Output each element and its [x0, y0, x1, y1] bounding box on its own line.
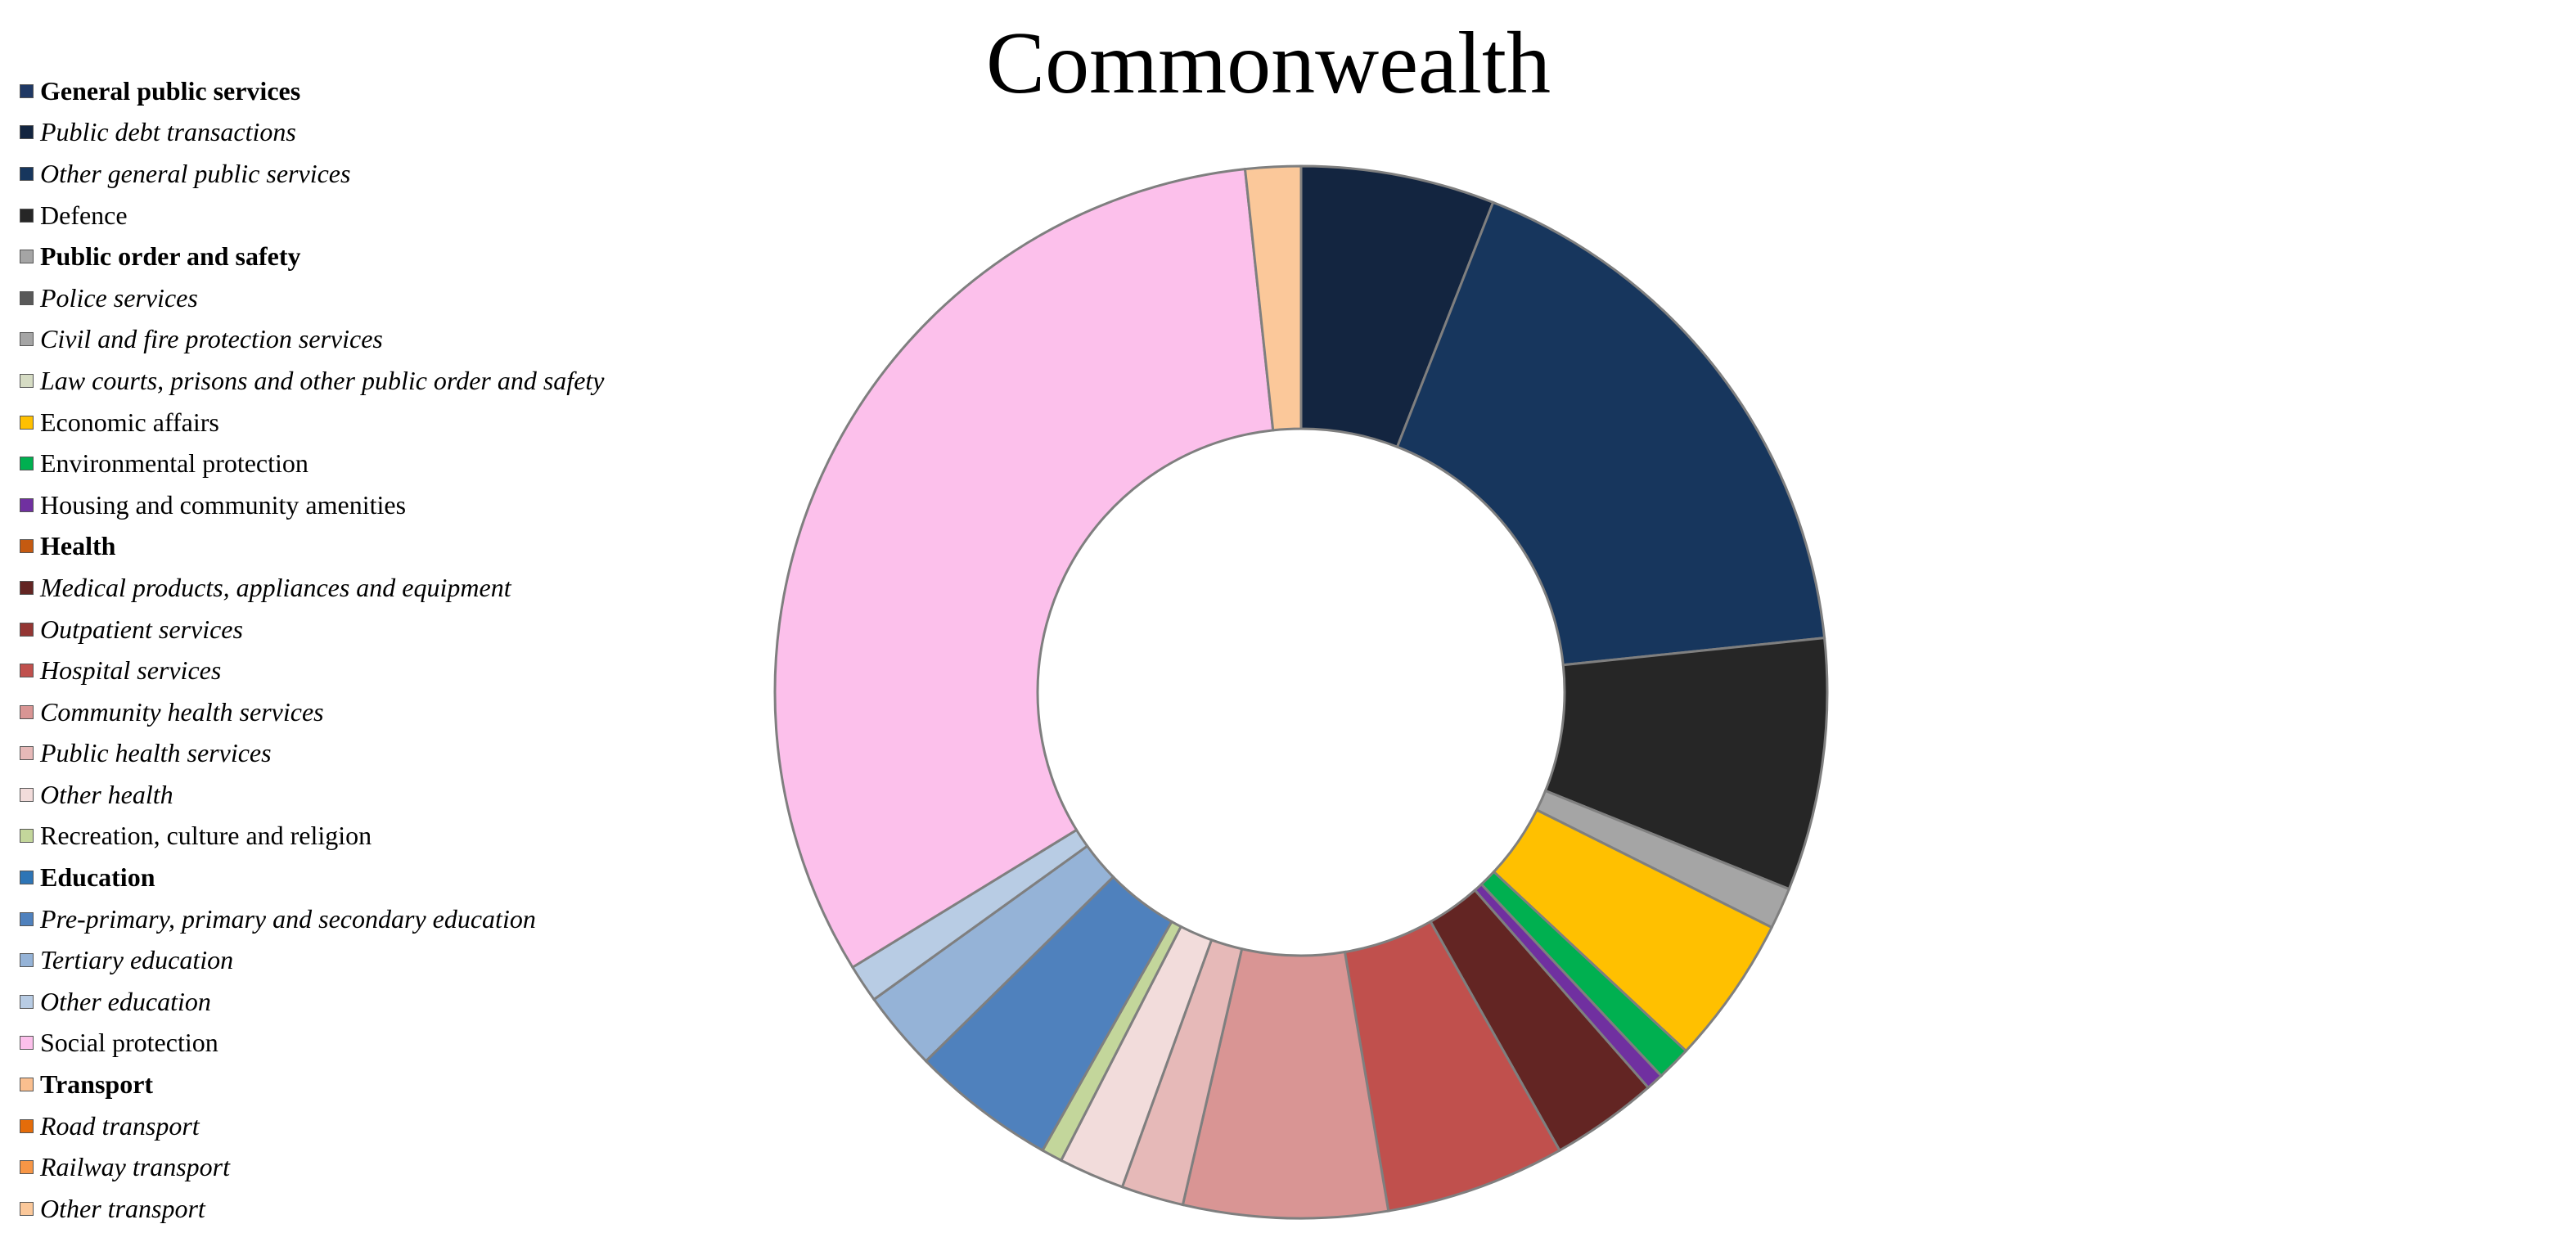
legend-swatch: [20, 871, 34, 885]
legend-item: Other general public services: [20, 153, 756, 195]
legend-swatch: [20, 1160, 34, 1175]
legend-swatch: [20, 290, 34, 305]
legend-item: Public order and safety: [20, 236, 756, 277]
legend-swatch: [20, 829, 34, 844]
legend-swatch: [20, 1201, 34, 1216]
legend-swatch: [20, 911, 34, 926]
legend-label: Environmental protection: [40, 448, 308, 479]
legend-label: Defence: [40, 200, 128, 230]
legend-label: Public health services: [40, 738, 272, 768]
legend-swatch: [20, 166, 34, 181]
legend-swatch: [20, 332, 34, 347]
legend-swatch: [20, 704, 34, 719]
legend-item: Outpatient services: [20, 609, 756, 650]
legend-item: Other transport: [20, 1188, 756, 1230]
legend-swatch: [20, 125, 34, 140]
legend-label: Other general public services: [40, 158, 351, 188]
legend-item: Education: [20, 857, 756, 898]
legend-swatch: [20, 746, 34, 761]
legend-label: Railway transport: [40, 1152, 231, 1182]
chart-title: Commonwealth: [986, 15, 1551, 112]
legend-label: Pre-primary, primary and secondary educa…: [40, 903, 536, 934]
legend-label: Health: [40, 531, 116, 561]
legend-label: Economic affairs: [40, 407, 219, 437]
legend-label: Civil and fire protection services: [40, 324, 383, 354]
legend-swatch: [20, 83, 34, 98]
legend-label: Other education: [40, 986, 211, 1016]
legend-item: Police services: [20, 277, 756, 319]
legend-swatch: [20, 994, 34, 1009]
legend-label: Medical products, appliances and equipme…: [40, 572, 511, 602]
legend-item: Health: [20, 526, 756, 568]
legend-label: Police services: [40, 282, 198, 313]
legend-label: General public services: [40, 75, 301, 106]
legend-label: Social protection: [40, 1028, 218, 1058]
legend-label: Road transport: [40, 1110, 200, 1141]
legend-label: Law courts, prisons and other public ord…: [40, 365, 605, 395]
legend-item: Road transport: [20, 1105, 756, 1147]
legend-label: Housing and community amenities: [40, 489, 407, 520]
legend-item: Housing and community amenities: [20, 484, 756, 526]
legend-label: Public order and safety: [40, 241, 301, 272]
legend-swatch: [20, 664, 34, 678]
legend-item: Public debt transactions: [20, 112, 756, 154]
legend-item: Transport: [20, 1064, 756, 1105]
legend-swatch: [20, 497, 34, 512]
legend-label: Tertiary education: [40, 945, 234, 975]
legend-swatch: [20, 250, 34, 264]
legend-swatch: [20, 373, 34, 388]
legend-swatch: [20, 787, 34, 802]
legend-item: Public health services: [20, 733, 756, 775]
legend-swatch: [20, 539, 34, 554]
legend-swatch: [20, 1078, 34, 1092]
legend-label: Other transport: [40, 1193, 205, 1223]
legend-swatch: [20, 953, 34, 968]
legend-label: Public debt transactions: [40, 117, 296, 147]
legend-label: Transport: [40, 1069, 154, 1100]
legend-item: Tertiary education: [20, 939, 756, 981]
legend-swatch: [20, 457, 34, 471]
legend-item: Defence: [20, 195, 756, 236]
donut-slice: [1243, 164, 1303, 432]
legend-label: Other health: [40, 779, 173, 809]
legend-swatch: [20, 1036, 34, 1051]
legend-item: Other health: [20, 774, 756, 816]
legend-item: Recreation, culture and religion: [20, 816, 756, 857]
legend-label: Recreation, culture and religion: [40, 821, 372, 851]
legend-item: Civil and fire protection services: [20, 319, 756, 361]
legend-item: Social protection: [20, 1023, 756, 1064]
legend-swatch: [20, 580, 34, 595]
legend-label: Education: [40, 862, 155, 893]
legend-swatch: [20, 1118, 34, 1133]
legend-label: Hospital services: [40, 655, 222, 686]
legend-swatch: [20, 415, 34, 430]
legend-item: General public services: [20, 70, 756, 112]
legend-item: Law courts, prisons and other public ord…: [20, 360, 756, 402]
legend-item: Economic affairs: [20, 402, 756, 443]
legend-label: Community health services: [40, 696, 324, 727]
legend-swatch: [20, 622, 34, 637]
chart-legend: General public services Public debt trans…: [20, 70, 756, 1230]
legend-item: Medical products, appliances and equipme…: [20, 567, 756, 609]
legend-item: Community health services: [20, 691, 756, 733]
legend-label: Outpatient services: [40, 614, 243, 644]
legend-item: Pre-primary, primary and secondary educa…: [20, 898, 756, 940]
legend-item: Other education: [20, 981, 756, 1023]
donut-slice: [773, 168, 1275, 970]
legend-item: Hospital services: [20, 650, 756, 691]
legend-item: Railway transport: [20, 1146, 756, 1188]
donut-slice: [1395, 200, 1826, 667]
legend-item: Environmental protection: [20, 443, 756, 484]
legend-swatch: [20, 208, 34, 223]
